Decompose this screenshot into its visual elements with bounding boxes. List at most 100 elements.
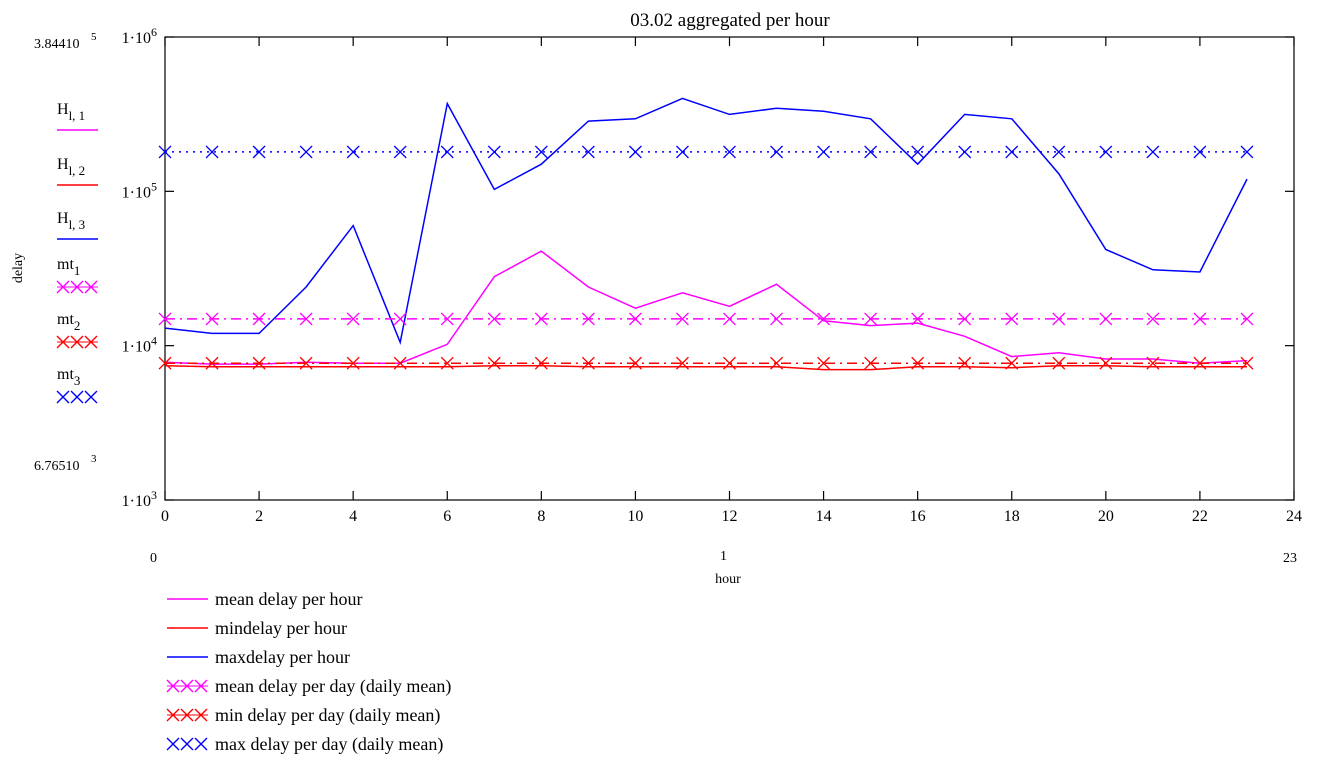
legend-label: maxdelay per hour xyxy=(215,647,350,667)
legend-item: mean delay per hour xyxy=(167,589,362,609)
series-point xyxy=(675,312,689,326)
series-5 xyxy=(158,356,1254,370)
axis-series-marker-sample xyxy=(70,390,84,404)
series-point xyxy=(158,312,172,326)
y-tick-label: 1·105 xyxy=(122,179,157,201)
series-point xyxy=(1240,145,1254,159)
series-point xyxy=(770,145,784,159)
legend: mean delay per hour mindelay per hour maxd… xyxy=(166,589,451,755)
x-range-labels: 0 1 23 xyxy=(150,549,1297,566)
series-point xyxy=(817,356,831,370)
series-point xyxy=(346,312,360,326)
series-point xyxy=(205,356,219,370)
series-point xyxy=(958,356,972,370)
series-point xyxy=(1005,145,1019,159)
series-point xyxy=(675,145,689,159)
legend-label: max delay per day (daily mean) xyxy=(215,734,443,755)
x-tick-label: 16 xyxy=(910,508,926,525)
axis-series-label: mt3 xyxy=(56,366,98,404)
series-point xyxy=(817,312,831,326)
x-range-right-label: 23 xyxy=(1283,551,1297,566)
x-tick-label: 8 xyxy=(537,508,545,525)
series-point xyxy=(1099,145,1113,159)
axis-series-name: mt1 xyxy=(57,256,80,278)
series-point xyxy=(628,356,642,370)
axis-series-labels: Hl, 1 Hl, 2 Hl, 3 mt1 mt2 mt3 xyxy=(56,101,98,404)
series-point xyxy=(770,312,784,326)
axis-series-name: mt2 xyxy=(57,311,80,333)
series-point xyxy=(1052,145,1066,159)
axis-series-name: Hl, 1 xyxy=(57,101,85,123)
legend-label: mean delay per hour xyxy=(215,589,362,609)
series-point xyxy=(252,312,266,326)
legend-item: maxdelay per hour xyxy=(167,647,350,667)
series-point xyxy=(299,312,313,326)
series-point xyxy=(534,356,548,370)
series-point xyxy=(1193,312,1207,326)
series-point xyxy=(393,145,407,159)
series-layer xyxy=(158,97,1254,371)
series-4 xyxy=(158,312,1254,326)
series-point xyxy=(581,312,595,326)
legend-item: max delay per day (daily mean) xyxy=(166,734,443,755)
series-point xyxy=(1146,145,1160,159)
axis-series-marker-sample xyxy=(56,390,70,404)
series-point xyxy=(346,145,360,159)
series-point xyxy=(299,356,313,370)
series-point xyxy=(252,356,266,370)
series-line xyxy=(164,97,1248,346)
series-point xyxy=(581,356,595,370)
series-point xyxy=(1193,356,1207,370)
axis-series-label: mt1 xyxy=(56,256,98,294)
series-point xyxy=(1099,356,1113,370)
series-point xyxy=(628,312,642,326)
series-point xyxy=(1099,312,1113,326)
series-point xyxy=(723,312,736,326)
series-1 xyxy=(164,250,1248,365)
legend-marker-sample xyxy=(194,737,208,751)
series-point xyxy=(440,312,454,326)
x-tick-label: 10 xyxy=(627,508,643,525)
x-axis-label: hour xyxy=(715,572,741,587)
series-point xyxy=(393,356,407,370)
axis-ticks: 0 2 4 6 8 10 12 14 16 18 20 22 241·1031·1041·1051·10… xyxy=(122,25,1302,525)
y-tick-label: 1·104 xyxy=(122,334,157,356)
series-point xyxy=(1052,312,1066,326)
plot-frame xyxy=(164,36,1295,501)
series-point xyxy=(1193,145,1207,159)
series-point xyxy=(911,312,925,326)
x-tick-label: 12 xyxy=(722,508,738,525)
series-point xyxy=(487,312,501,326)
x-range-left-label: 0 xyxy=(150,551,157,566)
plot-border xyxy=(164,36,1295,501)
y-range-top-label: 3.84410 xyxy=(34,37,80,52)
series-point xyxy=(864,356,878,370)
series-point xyxy=(1146,312,1160,326)
series-line xyxy=(164,250,1248,365)
x-range-mid-label: 1 xyxy=(720,549,727,564)
series-point xyxy=(487,356,501,370)
legend-item: min delay per day (daily mean) xyxy=(166,705,440,726)
x-tick-label: 18 xyxy=(1004,508,1020,525)
series-point xyxy=(723,145,736,159)
series-point xyxy=(299,145,313,159)
series-point xyxy=(534,312,548,326)
series-point xyxy=(205,145,219,159)
series-point xyxy=(534,145,548,159)
x-tick-label: 22 xyxy=(1192,508,1208,525)
legend-item: mindelay per hour xyxy=(167,618,347,638)
series-point xyxy=(1052,356,1066,370)
series-point xyxy=(440,145,454,159)
series-point xyxy=(346,356,360,370)
series-point xyxy=(864,312,878,326)
y-range-bottom-exp: 3 xyxy=(91,453,97,465)
series-2 xyxy=(164,365,1247,371)
series-point xyxy=(911,145,925,159)
series-point xyxy=(675,356,689,370)
series-point xyxy=(440,356,454,370)
series-line xyxy=(164,365,1247,371)
series-point xyxy=(205,312,219,326)
series-point xyxy=(817,145,831,159)
series-point xyxy=(1005,312,1019,326)
